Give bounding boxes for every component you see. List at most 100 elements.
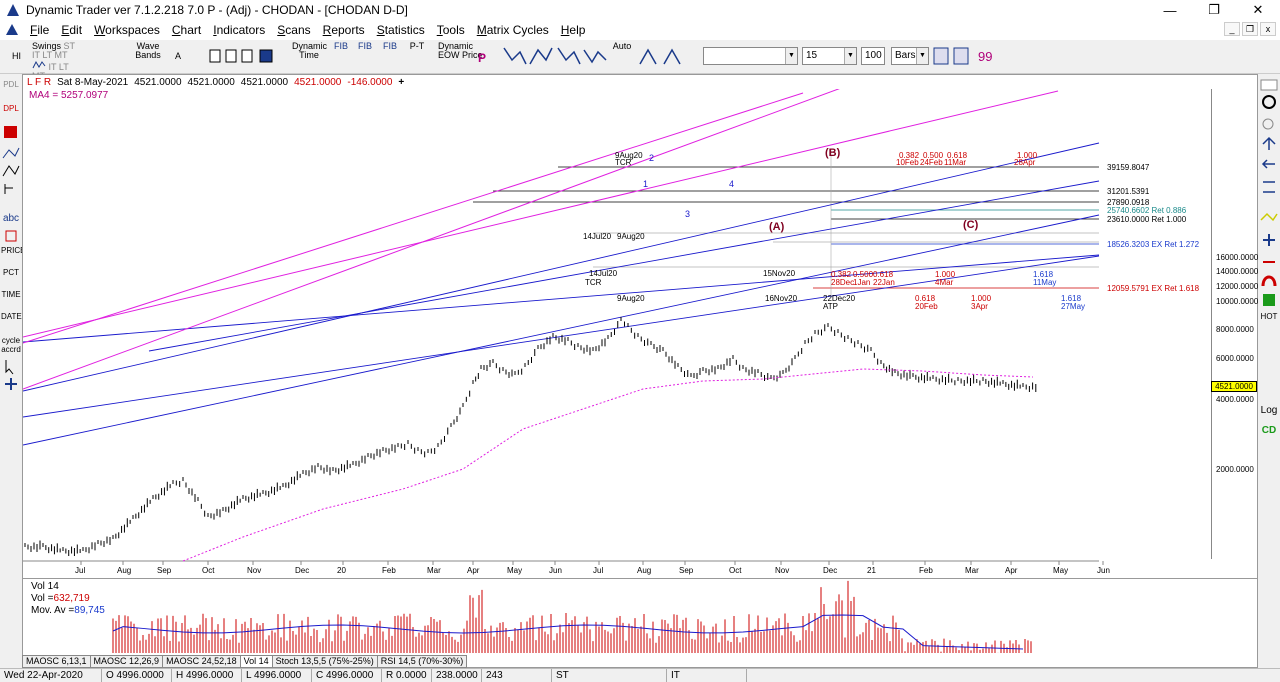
ratio-date-label: 4Mar [935,278,954,287]
price-level-label: 27890.0918 [1107,198,1150,207]
ratio-date-label: 27May [1061,302,1085,311]
chevron-down-icon: ▼ [916,48,928,64]
drawing-tools-icons[interactable] [1,124,21,194]
a-button[interactable]: A [175,51,182,61]
abc-tool[interactable]: abc [2,213,20,224]
bars-count-input[interactable]: 100 [861,47,885,65]
price-level-label: 39159.8047 [1107,163,1150,172]
x-tick-label: Sep [157,566,172,575]
right-tool-icons[interactable] [1259,78,1279,408]
ma-label: MA4 = 5257.0977 [29,90,108,101]
file-icons-group[interactable] [208,42,278,72]
ratio-date-label: 28Dec [831,278,854,287]
volume-panel[interactable]: Vol 14 Vol =632,719 Mov. Av =89,745 [23,578,1257,654]
bars-type-combo[interactable]: Bars ▼ [891,47,929,65]
ratio-date-label: 11May [1033,278,1056,287]
hot-button[interactable]: HOT [1260,312,1278,321]
tab-maosc-2[interactable]: MAOSC 12,26,9 [89,655,164,668]
hi-button[interactable]: HI [12,51,21,61]
price-chart[interactable]: Jul Aug Sep Oct Nov Dec 20 Feb Mar Apr May Jun Jul Au… [23,89,1211,579]
x-tick-label: Jul [75,566,85,575]
menu-statistics[interactable]: Statistics [376,23,425,37]
dynamic-time-button[interactable]: Dynamic Time [292,41,328,60]
menu-indicators[interactable]: Indicators [213,23,266,37]
x-tick-label: Jun [549,566,562,575]
ratio-label: 0.382 [899,151,920,160]
fib-time-button-3[interactable]: FIB [382,41,397,51]
tab-rsi[interactable]: RSI 14,5 (70%-30%) [376,655,468,668]
minimize-button[interactable]: — [1163,2,1177,18]
square-tool-icon[interactable] [1,229,21,243]
fib-time-button-1[interactable]: FIB [333,41,348,51]
bars-type-value: Bars [895,50,916,61]
menu-chart[interactable]: Chart [171,23,202,37]
x-tick-label: 20 [337,566,346,575]
moving-average-line [182,368,1034,562]
menu-matrix-cycles[interactable]: Matrix Cycles [476,23,549,37]
cursor-tools-icons[interactable] [1,358,21,390]
document-icon [6,24,18,35]
cd-button[interactable]: CD [1261,425,1277,436]
dynamic-eow-button[interactable]: Dynamic EOW Price [438,41,483,60]
status-st: ST [552,669,667,682]
price-level-label: 31201.5391 [1107,187,1150,196]
menu-help[interactable]: Help [560,23,586,37]
channel-label: 1 [643,179,648,189]
price-tool[interactable]: PRICE [1,246,26,255]
tab-maosc-1[interactable]: MAOSC 6,13,1 [22,655,91,668]
period-combo[interactable]: 15 ▼ [802,47,857,65]
restore-button[interactable]: ❐ [1208,2,1220,17]
menu-workspaces[interactable]: Workspaces [94,23,160,37]
volume-info: Vol 14 Vol =632,719 Mov. Av =89,745 [31,581,105,617]
date-tool[interactable]: DATE [1,312,22,321]
mdi-restore-button[interactable]: ❐ [1242,22,1258,36]
fib-time-button-2[interactable]: FIB [357,41,372,51]
date-label: 16Nov20 [765,294,798,303]
ratio-date-label: 28Apr [1014,158,1036,167]
cycle-accrd-tool[interactable]: cycle accrd [1,336,21,354]
tab-vol[interactable]: Vol 14 [239,655,273,668]
layout-icons[interactable]: 99 [932,42,998,72]
menu-file[interactable]: File [30,23,50,37]
log-button[interactable]: Log [1260,405,1278,416]
time-tool[interactable]: TIME [1,290,21,299]
chart-window[interactable]: L F R Sat 8-May-2021 4521.0000 4521.0000… [22,74,1258,668]
menu-reports[interactable]: Reports [322,23,365,37]
trend-channel-line [23,142,1100,392]
chart-info-bar: L F R Sat 8-May-2021 4521.0000 4521.0000… [23,75,1257,89]
menu-scans[interactable]: Scans [277,23,311,37]
tcr-label: TCR [615,158,632,167]
dpl-tool[interactable]: DPL [3,104,19,113]
tab-stoch[interactable]: Stoch 13,5,5 (75%-25%) [271,655,378,668]
menu-edit[interactable]: Edit [61,23,83,37]
mov-av-value: 89,745 [74,605,105,616]
pdl-tool[interactable]: PDL [3,80,19,89]
swings-button[interactable]: Swings ST IT LT MT IT LT MT [32,42,76,81]
close-button[interactable]: ✕ [1252,2,1264,17]
x-tick-label: May [1053,566,1068,575]
x-tick-label: Apr [1005,566,1018,575]
x-tick-label: Nov [775,566,789,575]
ratio-label: 0.618 [915,294,936,303]
pct-tool[interactable]: PCT [3,268,19,277]
status-high: H 4996.0000 [172,669,242,682]
x-tick-label: Jul [593,566,603,575]
wave-bands-button[interactable]: Wave Bands [135,41,161,60]
price-tick: 10000.0000 [1216,297,1259,306]
mdi-minimize-button[interactable]: _ [1224,22,1240,36]
p-button[interactable]: P [478,51,487,65]
mdi-close-button[interactable]: x [1260,22,1276,36]
pattern-tool-icons[interactable] [636,42,692,72]
auto-button[interactable]: Auto [612,41,632,51]
menu-tools[interactable]: Tools [436,23,465,37]
x-tick-label: Jun [1097,566,1110,575]
wave-tool-icons[interactable] [500,42,612,72]
status-volume: 238.0000 [432,669,482,682]
magenta-channel-line [23,92,804,344]
tab-maosc-3[interactable]: MAOSC 24,52,18 [162,655,241,668]
date-label: 22Dec20 [823,294,856,303]
last-price-marker: 4521.0000 [1211,381,1257,392]
pt-button[interactable]: P-T [409,41,425,51]
symbol-combo[interactable]: ▼ [703,47,798,65]
chevron-down-icon: ▼ [785,48,797,64]
